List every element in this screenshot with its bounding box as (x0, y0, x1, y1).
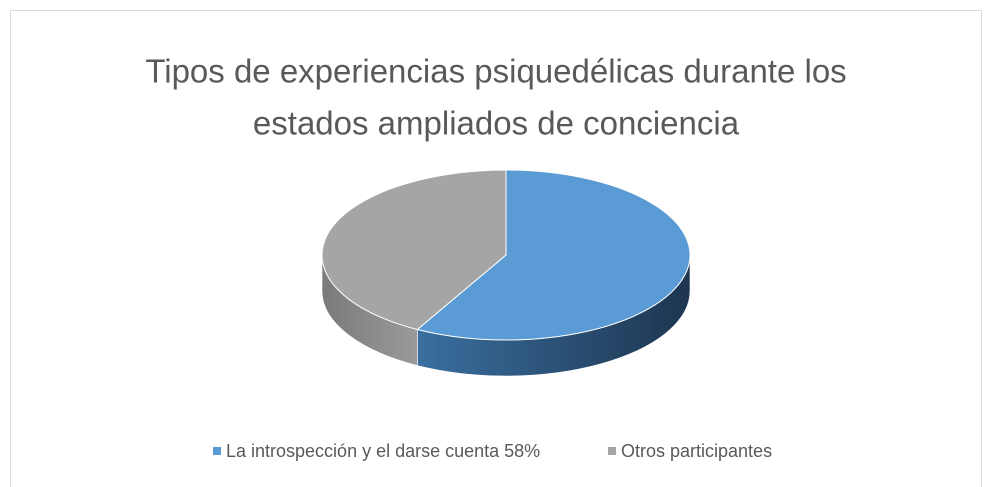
legend-swatch (213, 447, 221, 455)
chart-title: estados ampliados de conciencia (253, 105, 740, 142)
chart-title: Tipos de experiencias psiquedélicas dura… (145, 53, 846, 90)
legend-label: La introspección y el darse cuenta 58% (226, 441, 540, 461)
pie-slice (321, 169, 507, 331)
legend-swatch (608, 447, 616, 455)
pie-slice (416, 169, 691, 341)
legend-label: Otros participantes (621, 441, 772, 461)
